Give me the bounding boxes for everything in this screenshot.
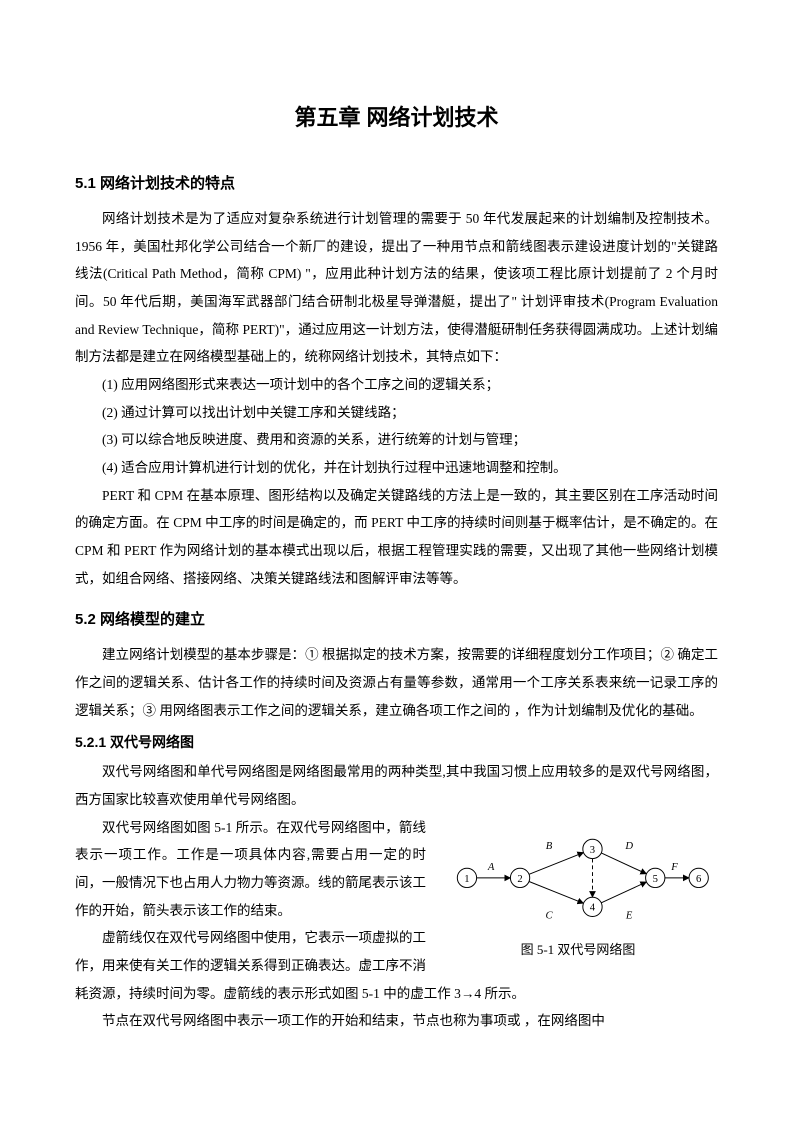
sub-para4: 节点在双代号网络图中表示一项工作的开始和结束，节点也称为事项或 ，在网络图中 (75, 1007, 718, 1035)
section-5-2-title: 5.2 网络模型的建立 (75, 608, 718, 629)
svg-text:A: A (487, 862, 495, 873)
section-5-1-item1: (1) 应用网络图形式来表达一项计划中的各个工序之间的逻辑关系； (75, 371, 718, 399)
section-5-1-item3: (3) 可以综合地反映进度、费用和资源的关系，进行统筹的计划与管理； (75, 426, 718, 454)
section-5-2-para1: 建立网络计划模型的基本步骤是：① 根据拟定的技术方案，按需要的详细程度划分工作项… (75, 641, 718, 724)
svg-text:2: 2 (517, 874, 522, 885)
svg-text:6: 6 (696, 874, 701, 885)
svg-text:D: D (624, 841, 633, 852)
subsection-5-2-1-title: 5.2.1 双代号网络图 (75, 732, 718, 752)
section-5-1-para1: 网络计划技术是为了适应对复杂系统进行计划管理的需要于 50 年代发展起来的计划编… (75, 205, 718, 371)
section-5-1-title: 5.1 网络计划技术的特点 (75, 172, 718, 193)
section-5-1-item2: (2) 通过计算可以找出计划中关键工序和关键线路； (75, 399, 718, 427)
svg-text:C: C (545, 910, 553, 921)
svg-text:B: B (546, 841, 553, 852)
figure-caption: 图 5-1 双代号网络图 (438, 939, 718, 958)
svg-text:4: 4 (590, 903, 596, 914)
svg-text:F: F (670, 862, 678, 873)
network-diagram: A B C D E F 1 2 3 4 5 6 (438, 818, 718, 933)
svg-text:5: 5 (653, 874, 658, 885)
chapter-title: 第五章 网络计划技术 (75, 100, 718, 132)
section-5-1-item4: (4) 适合应用计算机进行计划的优化，并在计划执行过程中迅速地调整和控制。 (75, 454, 718, 482)
section-5-1-para2: PERT 和 CPM 在基本原理、图形结构以及确定关键路线的方法上是一致的，其主… (75, 482, 718, 593)
svg-text:E: E (625, 910, 633, 921)
sub-para1: 双代号网络图和单代号网络图是网络图最常用的两种类型,其中我国习惯上应用较多的是双… (75, 758, 718, 813)
svg-text:3: 3 (590, 845, 595, 856)
svg-text:1: 1 (464, 874, 469, 885)
figure-5-1-container: A B C D E F 1 2 3 4 5 6 图 5-1 双代号网络图 (438, 818, 718, 958)
